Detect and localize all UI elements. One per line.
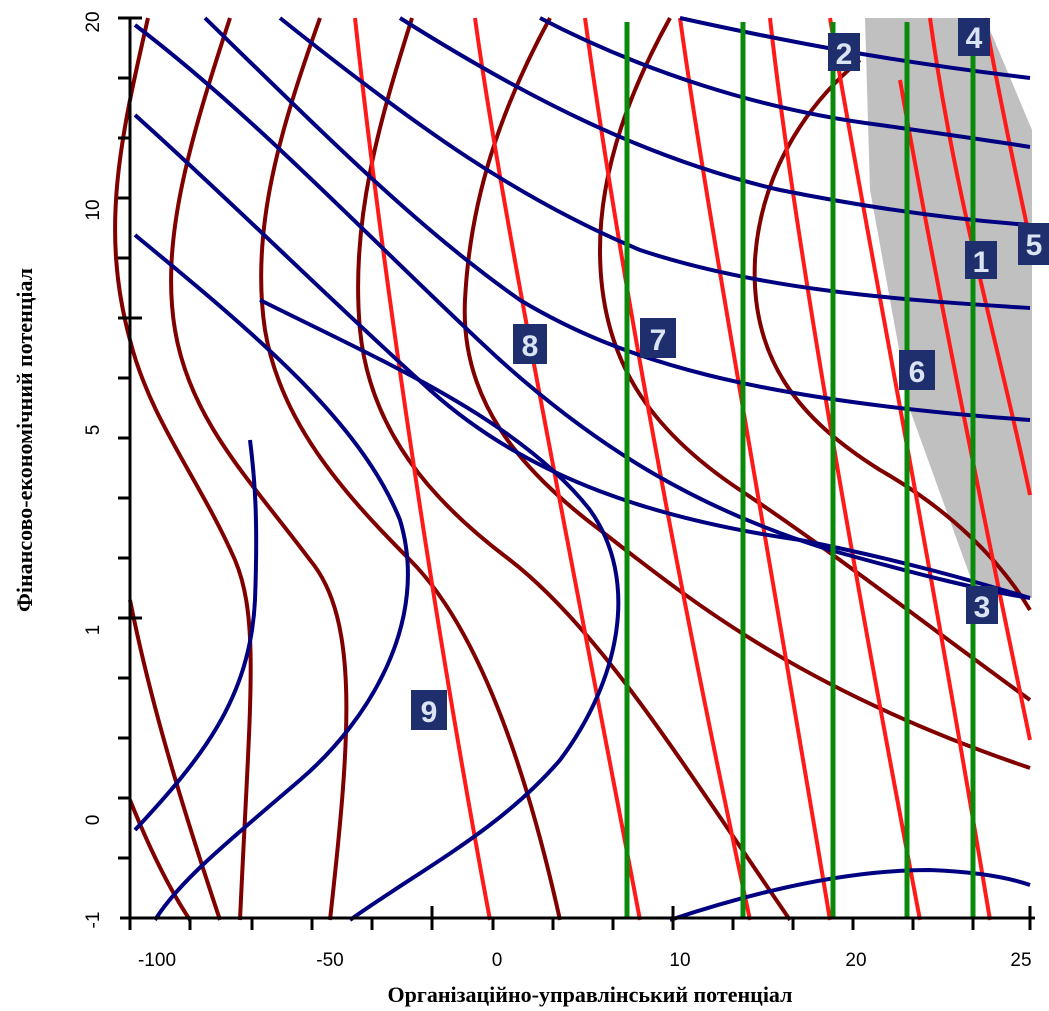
contour-badges: 1 2 3 4 5 6 7 8 <box>411 18 1049 730</box>
badge-5: 5 <box>1018 223 1049 265</box>
green-lines <box>624 22 976 917</box>
y-tick-label: 5 <box>83 425 104 436</box>
x-tick-label: 10 <box>669 950 690 971</box>
y-tick-label: 0 <box>83 815 104 826</box>
red-line-9 <box>983 17 1032 241</box>
badge-6: 6 <box>899 350 935 390</box>
navy-contour-11 <box>669 867 1031 922</box>
svg-text:4: 4 <box>966 22 983 55</box>
red-line-4 <box>678 17 832 921</box>
maroon-contour-3 <box>259 17 562 921</box>
navy-contour-2 <box>278 16 1031 310</box>
badge-3: 3 <box>966 586 998 624</box>
svg-text:7: 7 <box>650 324 667 357</box>
red-lines <box>353 17 1032 921</box>
y-tick-label: 20 <box>83 11 104 32</box>
x-tick-label: 20 <box>845 950 866 971</box>
badge-1: 1 <box>965 241 997 279</box>
red-line-7 <box>898 79 1032 741</box>
y-tick-label: 1 <box>83 625 104 636</box>
y-tick-label: -1 <box>83 912 104 929</box>
navy-contour-4 <box>539 16 1031 149</box>
navy-contour-1 <box>203 16 1031 422</box>
maroon-contour-4 <box>356 17 792 922</box>
y-axis-title: Фінансово-економічний потенціал <box>12 268 37 612</box>
x-tick-label: -50 <box>316 950 343 971</box>
y-tick-labels: 20 10 5 1 0 -1 <box>83 11 104 928</box>
navy-contour-3 <box>398 16 1031 227</box>
maroon-contour-8 <box>128 599 222 921</box>
navy-contour-6 <box>133 23 1031 600</box>
badge-8: 8 <box>513 324 547 364</box>
y-tick-label: 10 <box>83 199 104 220</box>
svg-text:5: 5 <box>1026 229 1043 262</box>
svg-text:1: 1 <box>973 246 990 279</box>
svg-text:6: 6 <box>909 356 926 389</box>
x-ticks <box>128 906 1032 930</box>
red-line-5 <box>768 17 922 921</box>
svg-text:2: 2 <box>836 38 853 71</box>
x-tick-label: 25 <box>1010 950 1031 971</box>
badge-7: 7 <box>640 318 676 358</box>
red-line-2 <box>473 17 642 921</box>
red-line-1 <box>353 17 492 921</box>
navy-contour-10 <box>259 298 621 922</box>
red-line-6 <box>828 17 992 921</box>
badge-2: 2 <box>828 33 860 71</box>
y-ticks <box>118 16 142 860</box>
x-tick-labels: -100 -50 0 10 20 25 <box>138 950 1032 971</box>
x-tick-label: 0 <box>492 950 503 971</box>
x-tick-label: -100 <box>138 950 176 971</box>
badge-9: 9 <box>411 690 447 730</box>
maroon-contour-1 <box>113 17 253 921</box>
x-axis-title: Організаційно-управлінський потенціал <box>388 982 793 1007</box>
navy-contour-8 <box>133 233 410 922</box>
maroon-contour-9 <box>128 799 192 922</box>
svg-text:3: 3 <box>974 591 991 624</box>
maroon-contour-2 <box>169 17 349 921</box>
badge-4: 4 <box>958 18 990 56</box>
axes <box>120 18 1035 920</box>
svg-text:8: 8 <box>522 330 539 363</box>
navy-contour-9 <box>133 439 259 832</box>
svg-text:9: 9 <box>421 696 438 729</box>
red-line-3 <box>583 17 752 921</box>
